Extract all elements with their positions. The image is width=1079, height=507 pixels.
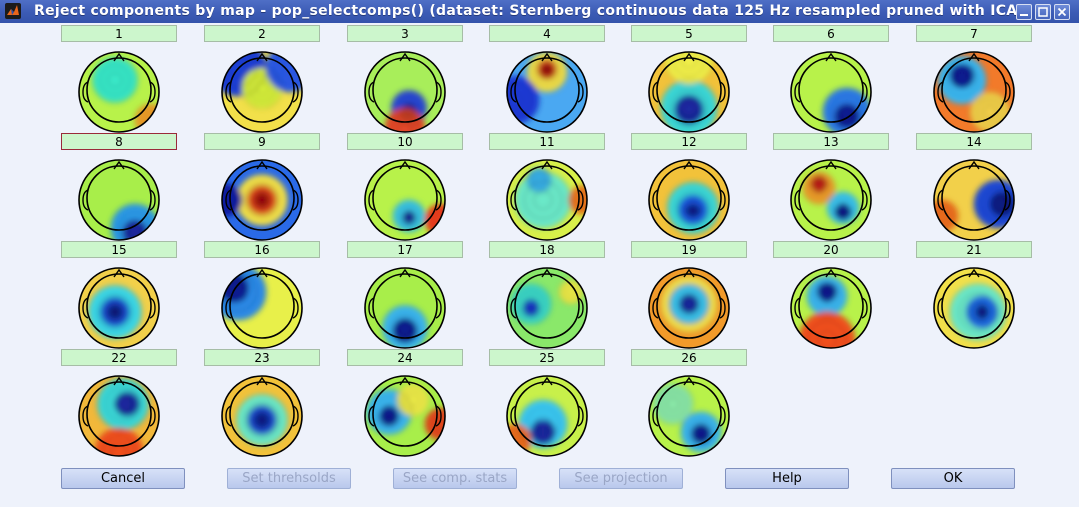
scalp-map-12[interactable] <box>644 153 734 241</box>
component-button-9[interactable]: 9 <box>204 133 320 150</box>
maximize-icon[interactable] <box>1035 4 1051 20</box>
scalp-map-15[interactable] <box>74 261 164 349</box>
component-button-1[interactable]: 1 <box>61 25 177 42</box>
scalp-map-5[interactable] <box>644 45 734 133</box>
component-button-11[interactable]: 11 <box>489 133 605 150</box>
scalp-map-8[interactable] <box>74 153 164 241</box>
component-button-21[interactable]: 21 <box>916 241 1032 258</box>
scalp-map-16[interactable] <box>217 261 307 349</box>
scalp-map-22[interactable] <box>74 369 164 457</box>
component-button-7[interactable]: 7 <box>916 25 1032 42</box>
scalp-map-26[interactable] <box>644 369 734 457</box>
scalp-map-17[interactable] <box>360 261 450 349</box>
component-button-17[interactable]: 17 <box>347 241 463 258</box>
scalp-map-19[interactable] <box>644 261 734 349</box>
component-button-22[interactable]: 22 <box>61 349 177 366</box>
matlab-logo-icon[interactable] <box>5 3 21 19</box>
component-button-16[interactable]: 16 <box>204 241 320 258</box>
scalp-map-9[interactable] <box>217 153 307 241</box>
component-button-6[interactable]: 6 <box>773 25 889 42</box>
component-button-26[interactable]: 26 <box>631 349 747 366</box>
scalp-map-11[interactable] <box>502 153 592 241</box>
scalp-map-23[interactable] <box>217 369 307 457</box>
dialog-body: 1 2 3 4 5 6 7 8 9 10 11 12 13 14 15 16 17 18 19 20 21 22 23 24 2… <box>0 23 1079 507</box>
scalp-map-10[interactable] <box>360 153 450 241</box>
close-icon[interactable] <box>1054 4 1070 20</box>
scalp-map-6[interactable] <box>786 45 876 133</box>
component-button-12[interactable]: 12 <box>631 133 747 150</box>
window-title: Reject components by map - pop_selectcom… <box>34 3 1025 19</box>
component-button-13[interactable]: 13 <box>773 133 889 150</box>
scalp-map-7[interactable] <box>929 45 1019 133</box>
component-button-14[interactable]: 14 <box>916 133 1032 150</box>
scalp-map-21[interactable] <box>929 261 1019 349</box>
component-button-19[interactable]: 19 <box>631 241 747 258</box>
minimize-icon[interactable] <box>1016 4 1032 20</box>
component-button-23[interactable]: 23 <box>204 349 320 366</box>
cancel-button[interactable]: Cancel <box>61 468 185 489</box>
help-button[interactable]: Help <box>725 468 849 489</box>
ok-button[interactable]: OK <box>891 468 1015 489</box>
see-projection-button[interactable]: See projection <box>559 468 683 489</box>
component-button-10[interactable]: 10 <box>347 133 463 150</box>
component-button-25[interactable]: 25 <box>489 349 605 366</box>
component-button-2[interactable]: 2 <box>204 25 320 42</box>
scalp-map-1[interactable] <box>74 45 164 133</box>
component-button-3[interactable]: 3 <box>347 25 463 42</box>
component-button-18[interactable]: 18 <box>489 241 605 258</box>
component-button-15[interactable]: 15 <box>61 241 177 258</box>
title-bar[interactable]: Reject components by map - pop_selectcom… <box>0 0 1079 23</box>
scalp-map-2[interactable] <box>217 45 307 133</box>
scalp-map-24[interactable] <box>360 369 450 457</box>
see-comp-stats-button[interactable]: See comp. stats <box>393 468 517 489</box>
component-button-24[interactable]: 24 <box>347 349 463 366</box>
scalp-map-14[interactable] <box>929 153 1019 241</box>
set-thresholds-button[interactable]: Set threhsolds <box>227 468 351 489</box>
scalp-map-3[interactable] <box>360 45 450 133</box>
component-button-8[interactable]: 8 <box>61 133 177 150</box>
scalp-map-13[interactable] <box>786 153 876 241</box>
scalp-map-18[interactable] <box>502 261 592 349</box>
scalp-map-25[interactable] <box>502 369 592 457</box>
component-button-4[interactable]: 4 <box>489 25 605 42</box>
component-button-5[interactable]: 5 <box>631 25 747 42</box>
scalp-map-4[interactable] <box>502 45 592 133</box>
scalp-map-20[interactable] <box>786 261 876 349</box>
component-button-20[interactable]: 20 <box>773 241 889 258</box>
